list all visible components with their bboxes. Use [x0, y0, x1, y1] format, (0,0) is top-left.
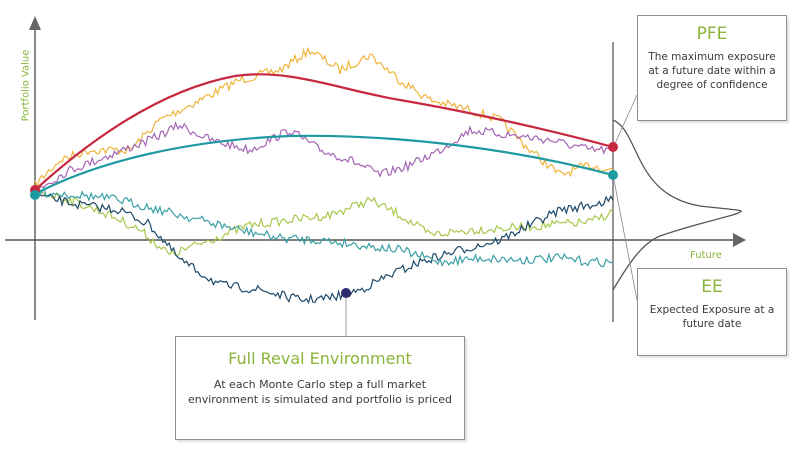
ee-curve	[34, 134, 614, 195]
pfe-curve	[34, 73, 614, 191]
reval-description: At each Monte Carlo step a full market e…	[188, 378, 452, 406]
pfe-point	[608, 142, 618, 152]
reval-point	[341, 288, 351, 298]
ee-point	[608, 170, 618, 180]
y-axis-arrow	[29, 16, 41, 30]
path-teal	[34, 186, 614, 268]
pfe-connector	[612, 94, 638, 149]
ee-description: Expected Exposure at a future date	[649, 304, 775, 330]
reval-callout: Full Reval Environment At each Monte Car…	[175, 336, 465, 440]
start-point-teal	[30, 190, 40, 200]
pfe-description: The maximum exposure at a future date wi…	[648, 51, 776, 91]
path-navy	[34, 193, 614, 305]
y-axis-label: Portfolio Value	[20, 49, 32, 122]
path-orange	[34, 46, 614, 189]
x-axis-arrow	[733, 233, 746, 247]
path-purple	[34, 120, 614, 190]
ee-title: EE	[701, 277, 723, 297]
simulated-paths	[34, 46, 614, 305]
pfe-callout: PFE The maximum exposure at a future dat…	[637, 15, 787, 121]
x-axis-label: Future	[690, 250, 722, 261]
ee-callout: EE Expected Exposure at a future date	[637, 268, 787, 356]
pfe-title: PFE	[696, 24, 728, 44]
path-lightgreen	[34, 186, 614, 256]
ee-connector	[612, 174, 638, 301]
reval-title: Full Reval Environment	[228, 349, 412, 368]
distribution-curve	[612, 119, 742, 291]
